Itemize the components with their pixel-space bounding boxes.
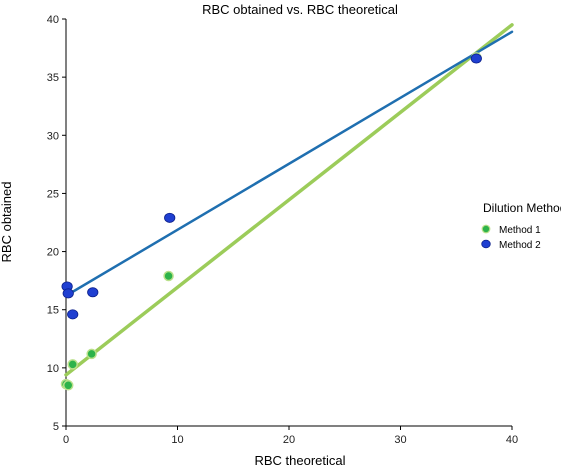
y-tick-label: 25 [47,188,59,200]
legend-title: Dilution Method [483,201,561,215]
data-point-method-2 [62,288,74,299]
y-tick-label: 30 [47,130,59,142]
x-tick-label: 20 [283,434,295,446]
axes [65,19,512,427]
y-tick-label: 20 [47,247,59,259]
legend: Dilution Method Method 1 Method 2 [481,201,561,251]
x-ticks: 0 10 20 30 40 [63,426,518,446]
data-point-method-1 [86,348,97,360]
y-tick-label: 15 [47,305,59,317]
legend-label-method-1: Method 1 [499,225,541,236]
y-tick-label: 10 [47,363,59,375]
legend-marker-method-1 [481,224,491,234]
data-point-method-1 [163,270,174,282]
data-point-method-2 [87,287,99,298]
x-tick-label: 40 [506,434,518,446]
data-point-method-1 [67,359,78,370]
x-tick-label: 10 [171,434,183,446]
legend-label-method-2: Method 2 [499,240,541,251]
x-tick-label: 30 [394,434,406,446]
data-point-method-1 [62,380,74,391]
fit-line-method-2 [64,30,514,298]
data-point-method-2 [67,309,79,320]
data-point-method-2 [164,212,176,223]
fit-lines [64,23,514,377]
y-tick-label: 35 [47,72,59,84]
y-tick-label: 40 [47,14,59,26]
y-ticks: 5 10 15 20 25 30 35 40 [47,14,66,433]
legend-items: Method 1 Method 2 [481,224,541,251]
legend-marker-method-2 [481,239,491,249]
fit-line-method-1 [64,23,514,377]
y-tick-label: 5 [53,421,59,433]
chart-title: RBC obtained vs. RBC theoretical [202,2,398,17]
data-points [60,52,482,391]
x-axis-title: RBC theoretical [254,453,345,467]
x-tick-label: 0 [63,434,69,446]
y-axis-title: RBC obtained [0,182,14,263]
data-point-method-2 [470,53,482,64]
